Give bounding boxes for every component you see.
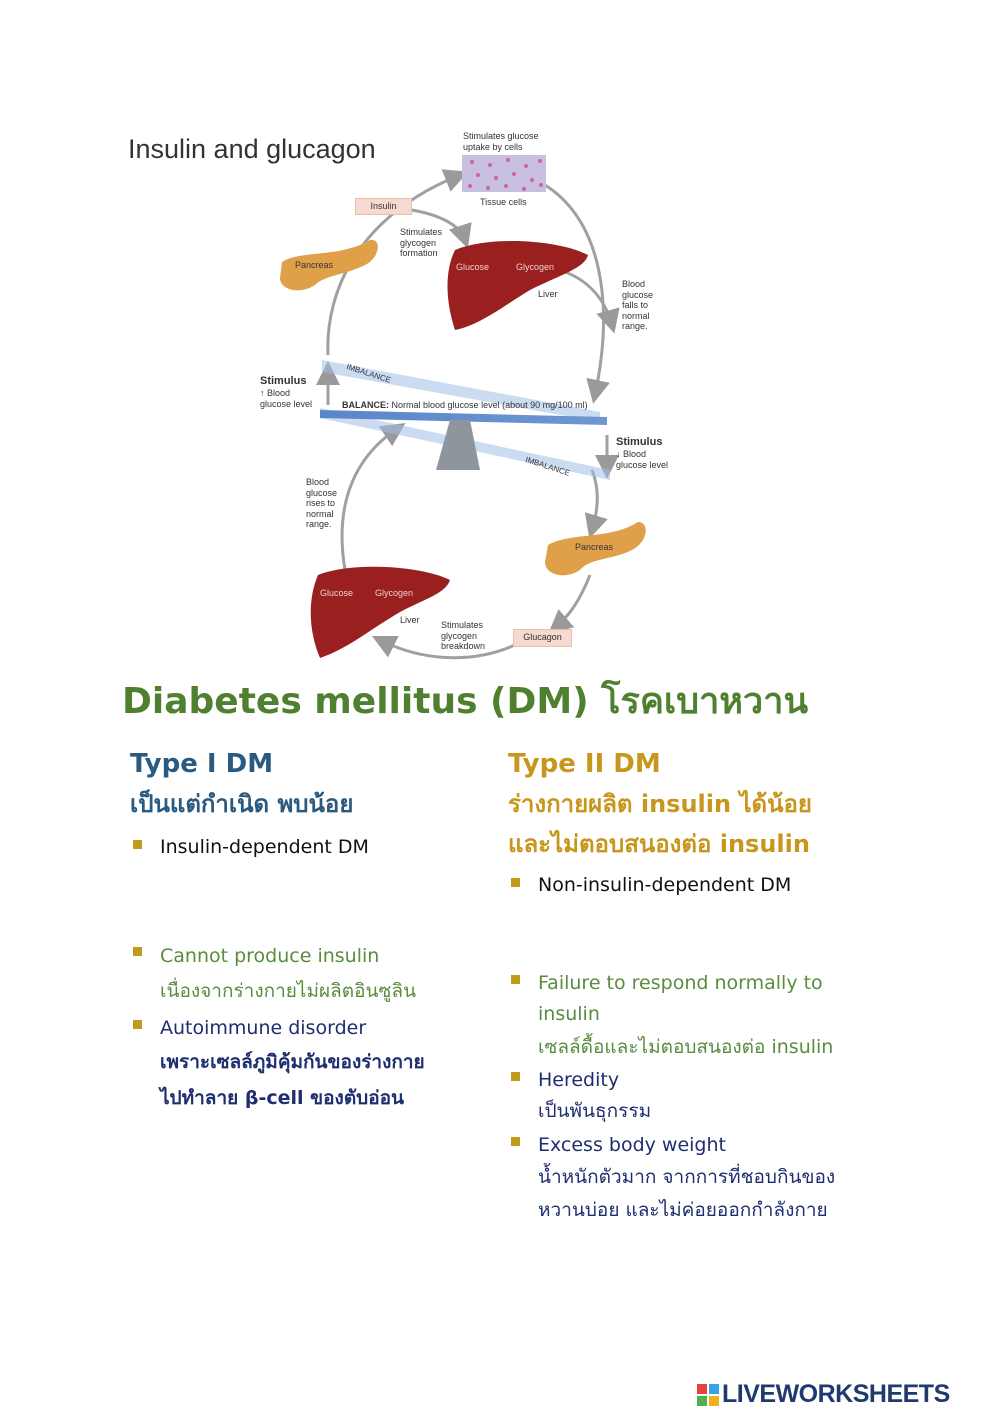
type2-item-4-th2: หวานบ่อย และไม่ค่อยออกกำลังกาย (538, 1199, 828, 1221)
imbalance-bar-top (322, 360, 600, 422)
seesaw-support (436, 420, 480, 470)
type2-item-4-th1: น้ำหนักตัวมาก จากการที่ชอบกินของ (538, 1166, 836, 1188)
label-stimulus-up: Stimulus ↑ Blood glucose level (260, 375, 320, 409)
cycle-arrow (559, 268, 620, 334)
liver-image (447, 240, 588, 330)
type2-item-1: Non-insulin-dependent DM (538, 874, 792, 896)
type2-item-4: Excess body weight (538, 1134, 726, 1156)
type2-item-2-en2: insulin (538, 1003, 600, 1025)
label-glycogen: Glycogen (375, 588, 414, 598)
page-heading: Diabetes mellitus (DM) โรคเบาหวาน (122, 681, 809, 722)
type1-title: Type I DM (130, 749, 274, 779)
balance-text: Normal blood glucose level (about 90 mg/… (391, 400, 588, 410)
type1-item-2-th: เนื่องจากร่างกายไม่ผลิตอินซูลิน (160, 980, 417, 1002)
balance-bold: BALANCE: (342, 400, 389, 410)
label-falls: Blood glucose falls to normal range. (622, 279, 654, 331)
label-pancreas: Pancreas (295, 260, 334, 270)
pancreas-image (280, 239, 378, 291)
cycle-arrow (411, 208, 472, 249)
type2-item-3-th: เป็นพันธุกรรม (538, 1100, 652, 1122)
stimulus-down-text: ↓ Blood glucose level (616, 449, 669, 470)
label-glucose: Glucose (456, 262, 490, 272)
label-liver: Liver (538, 289, 558, 299)
type1-item-3-th1: เพราะเซลล์ภูมิคุ้มกันของร่างกาย (160, 1051, 425, 1073)
label-tissue-cells: Tissue cells (480, 197, 527, 207)
label-balance: BALANCE: Normal blood glucose level (abo… (342, 400, 588, 411)
bullet-icon (511, 1072, 520, 1081)
type1-item-3-th2: ไปทำลาย β-cell ของตับอ่อน (160, 1087, 405, 1109)
label-stimulates-uptake: Stimulates glucose uptake by cells (463, 131, 539, 152)
cycle-arrow (340, 423, 406, 571)
label-pancreas: Pancreas (575, 542, 614, 552)
bullet-icon (511, 878, 520, 887)
label-stimulus-down: Stimulus ↓ Blood glucose level (616, 436, 676, 470)
type2-subtitle-1: ร่างกายผลิต insulin ได้น้อย (508, 790, 812, 818)
stimulus-up-title: Stimulus (260, 375, 307, 387)
liver-image (310, 566, 450, 658)
stimulus-up-text: ↑ Blood glucose level (260, 388, 313, 409)
tissue-cells-image (462, 155, 546, 192)
label-stimulates-breakdown: Stimulates glycogen breakdown (441, 620, 486, 651)
type2-item-2-th: เซลล์ดื้อและไม่ตอบสนองต่อ insulin (538, 1036, 834, 1058)
diagram-title: Insulin and glucagon (128, 134, 376, 164)
glucagon-box: Glucagon (513, 629, 572, 647)
bullet-icon (133, 840, 142, 849)
type2-title: Type II DM (508, 749, 661, 779)
label-liver: Liver (400, 615, 420, 625)
balance-bar (320, 410, 607, 425)
type2-item-3: Heredity (538, 1069, 620, 1091)
bullet-icon (511, 975, 520, 984)
pancreas-image (545, 522, 646, 576)
cycle-arrow (371, 635, 516, 660)
type2-subtitle-2: และไม่ตอบสนองต่อ insulin (508, 830, 810, 858)
insulin-box: Insulin (355, 198, 412, 215)
stimulus-down-title: Stimulus (616, 436, 663, 448)
label-stimulates-formation: Stimulates glycogen formation (400, 227, 443, 258)
label-glycogen: Glycogen (516, 262, 555, 272)
bullet-icon (133, 947, 142, 956)
bullet-icon (133, 1020, 142, 1029)
type1-subtitle: เป็นแต่กำเนิด พบน้อย (130, 790, 354, 818)
label-rises: Blood glucose rises to normal range. (306, 477, 338, 529)
bullet-icon (511, 1137, 520, 1146)
label-glucose: Glucose (320, 588, 354, 598)
logo-text: LIVEWORKSHEETS (722, 1380, 950, 1408)
liveworksheets-logo: LIVEWORKSHEETS (697, 1380, 950, 1409)
cycle-arrow (548, 574, 592, 634)
cycle-arrow (544, 183, 610, 404)
logo-icon (697, 1383, 719, 1406)
cycle-arrow (584, 469, 608, 539)
insulin-glucagon-diagram (280, 155, 646, 660)
type2-item-2-en1: Failure to respond normally to (538, 972, 823, 994)
type1-item-2: Cannot produce insulin (160, 945, 380, 967)
type1-item-1: Insulin-dependent DM (160, 836, 369, 858)
type1-item-3: Autoimmune disorder (160, 1017, 367, 1039)
